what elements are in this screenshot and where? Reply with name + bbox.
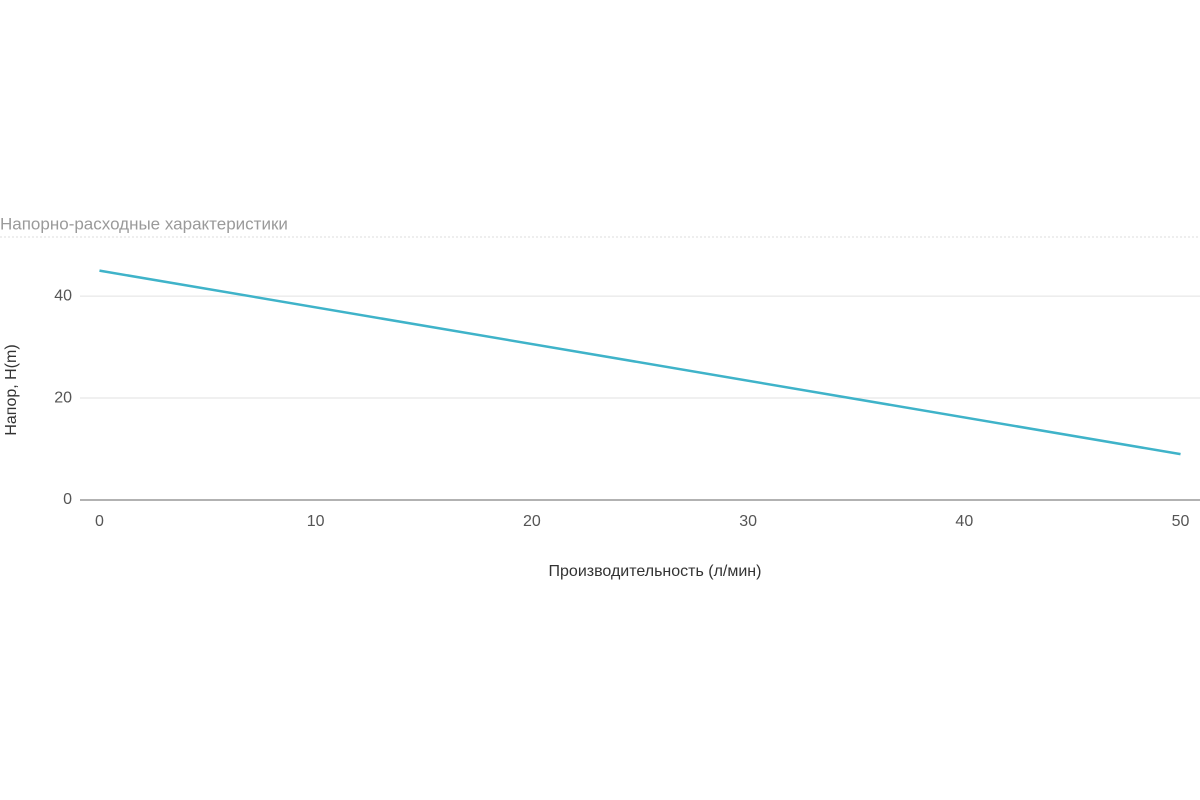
y-tick-label: 0 xyxy=(63,491,72,508)
x-tick-label: 50 xyxy=(1172,513,1190,530)
y-tick-label: 20 xyxy=(54,389,72,406)
chart-title: Напорно-расходные характеристики xyxy=(0,214,288,233)
y-tick-label: 40 xyxy=(54,287,72,304)
data-line xyxy=(99,269,1181,456)
x-axis-title: Производительность (л/мин) xyxy=(549,563,762,580)
x-tick-label: 10 xyxy=(307,513,325,530)
x-tick-label: 40 xyxy=(955,513,973,530)
y-axis-title: Напор, H(m) xyxy=(3,344,20,435)
x-tick-label: 20 xyxy=(523,513,541,530)
x-tick-label: 30 xyxy=(739,513,757,530)
x-tick-label: 0 xyxy=(95,513,104,530)
